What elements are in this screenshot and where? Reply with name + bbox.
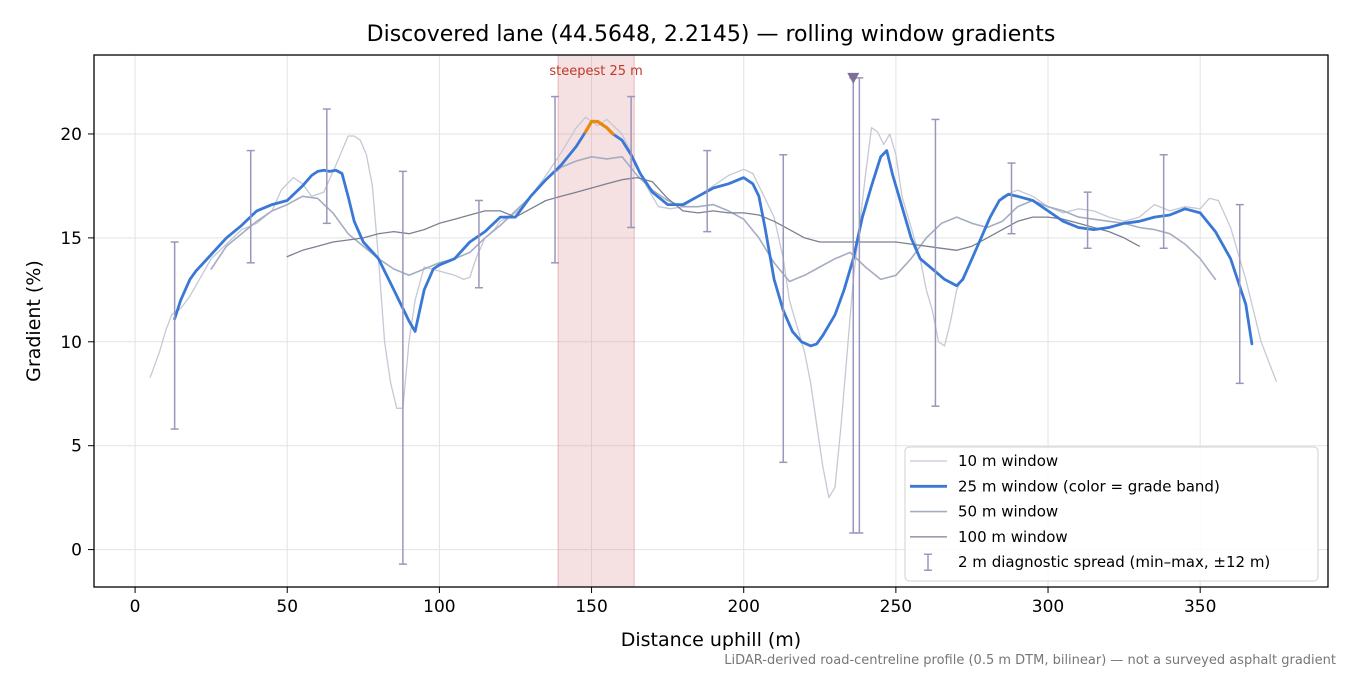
x-tick-label: 250 xyxy=(880,597,912,617)
grid xyxy=(94,55,1328,587)
errorbar xyxy=(322,108,331,225)
x-tick-label: 350 xyxy=(1184,597,1216,617)
chart-title: Discovered lane (44.5648, 2.2145) — roll… xyxy=(367,22,1056,47)
legend-label: 50 m window xyxy=(958,503,1058,521)
marker-layer xyxy=(847,72,860,84)
x-tick-label: 300 xyxy=(1032,597,1064,617)
errorbar xyxy=(246,149,255,264)
x-tick-label: 50 xyxy=(276,597,298,617)
y-axis-label: Gradient (%) xyxy=(23,260,45,382)
y-tick-label: 15 xyxy=(60,229,82,249)
errorbar xyxy=(855,77,864,534)
axis-ticks: 0 50 100 150 200 250 300 350 0 5 10 15 20 xyxy=(60,125,1216,617)
legend-box xyxy=(904,446,1319,582)
series-line xyxy=(173,120,1254,348)
x-tick-label: 0 xyxy=(130,597,141,617)
errorbar xyxy=(1235,203,1244,385)
errorbar xyxy=(398,170,407,565)
errorbar xyxy=(703,149,712,233)
errorbar xyxy=(931,118,940,407)
series-line xyxy=(286,176,1140,258)
series-layer xyxy=(149,116,1277,499)
y-tick-label: 0 xyxy=(71,541,82,561)
legend: 10 m window 25 m window (color = grade ba… xyxy=(904,446,1319,582)
errorbar xyxy=(170,241,179,430)
legend-label: 10 m window xyxy=(958,452,1058,470)
errorbar xyxy=(627,95,636,229)
x-tick-label: 100 xyxy=(423,597,455,617)
x-tick-label: 150 xyxy=(575,597,607,617)
legend-label: 2 m diagnostic spread (min–max, ±12 m) xyxy=(958,553,1270,571)
errorbar xyxy=(779,154,788,464)
legend-label: 25 m window (color = grade band) xyxy=(958,477,1220,495)
errorbar xyxy=(551,95,560,264)
legend-label: 100 m window xyxy=(958,528,1068,546)
steepest-window-label: steepest 25 m xyxy=(549,64,642,79)
errorbar-layer xyxy=(170,77,1244,565)
errorbar xyxy=(474,199,483,289)
steepest-window-band xyxy=(557,54,635,588)
errorbar xyxy=(1083,191,1092,250)
peak-marker xyxy=(847,72,860,84)
errorbar xyxy=(1159,154,1168,250)
x-tick-label: 200 xyxy=(727,597,759,617)
steepest-segment-line xyxy=(583,119,615,136)
y-tick-label: 20 xyxy=(60,125,82,145)
footnote: LiDAR-derived road-centreline profile (0… xyxy=(724,653,1336,668)
errorbar xyxy=(1007,162,1016,235)
y-tick-label: 10 xyxy=(60,333,82,353)
x-axis-label: Distance uphill (m) xyxy=(621,629,801,651)
plot-frame xyxy=(93,54,1329,588)
y-tick-label: 5 xyxy=(71,437,82,457)
